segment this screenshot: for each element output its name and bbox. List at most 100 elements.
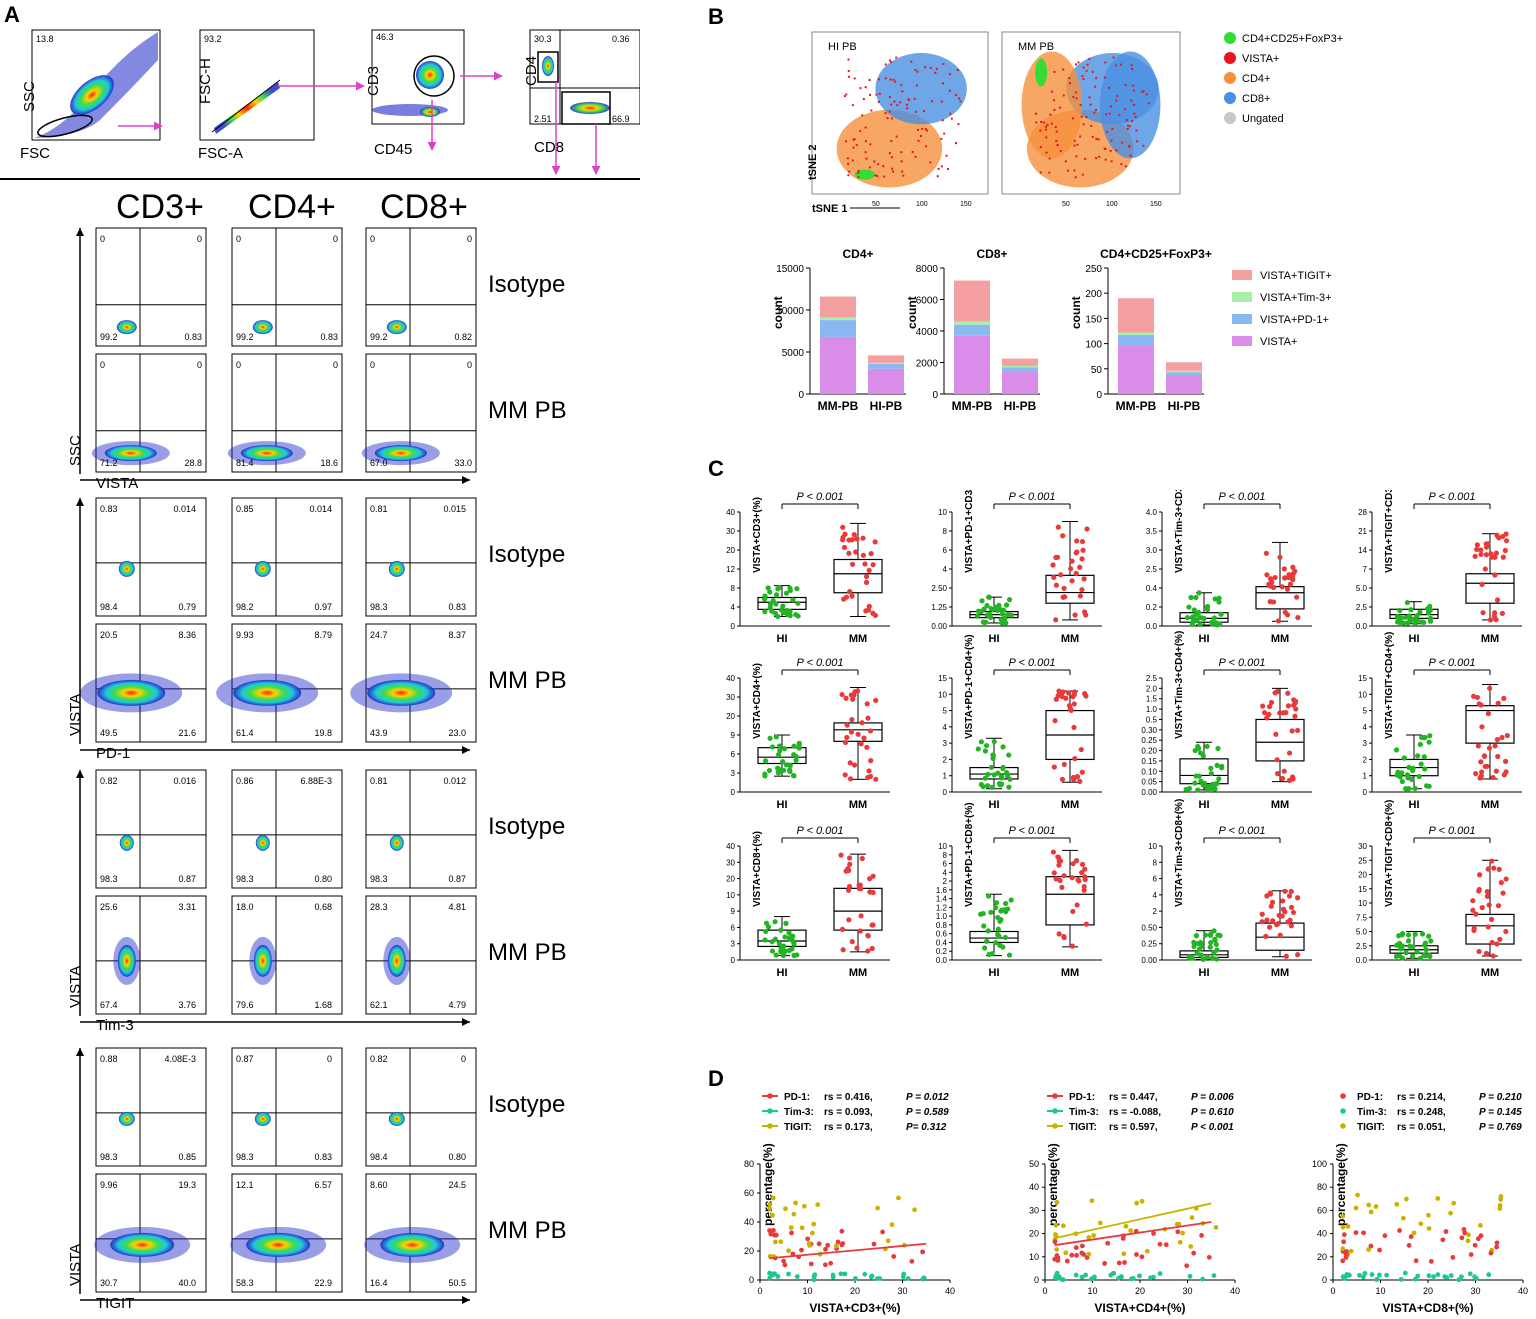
tick-label: 4 — [1153, 891, 1158, 900]
quadrant-value-tl: 0.85 — [236, 504, 254, 514]
tick-label: 0 — [731, 956, 736, 965]
legend-swatch — [1224, 112, 1236, 124]
legend-rs: rs = 0.173, — [824, 1122, 873, 1133]
vista-point — [948, 89, 951, 92]
data-point — [1279, 584, 1285, 590]
vista-point — [1080, 115, 1083, 118]
tick-label: 0.00 — [931, 622, 947, 631]
data-point — [1478, 702, 1484, 708]
data-point — [851, 762, 858, 768]
data-point — [866, 768, 872, 774]
data-point — [790, 597, 796, 603]
tick-label: 2000 — [916, 359, 939, 370]
vista-point — [1131, 67, 1134, 70]
data-point — [775, 613, 781, 620]
vista-point — [920, 134, 923, 137]
data-point — [765, 924, 772, 930]
data-point — [1079, 538, 1086, 545]
flow-plot-frame — [95, 227, 207, 347]
tick-label: 0.2 — [936, 947, 948, 956]
data-point — [1190, 614, 1196, 620]
legend-name: Tim-3: — [1357, 1107, 1387, 1118]
data-point — [1050, 562, 1056, 568]
data-point — [770, 1195, 776, 1201]
data-point — [1211, 1273, 1217, 1278]
category-label: HI-PB — [1004, 399, 1037, 413]
quadrant-value-bl: 99.2 — [236, 332, 254, 342]
data-point — [1398, 1276, 1404, 1282]
data-point — [1084, 526, 1090, 532]
data-point — [1431, 1274, 1437, 1280]
data-point — [1485, 866, 1491, 872]
data-point — [1494, 1240, 1500, 1246]
data-point — [1406, 614, 1412, 620]
vista-point — [1123, 108, 1126, 111]
data-point — [1486, 902, 1492, 908]
data-point — [780, 603, 786, 609]
data-point — [1116, 1260, 1122, 1266]
quadrant-value-br: 0.80 — [448, 1152, 466, 1162]
data-point — [1492, 743, 1498, 749]
vista-point — [914, 155, 917, 158]
density-core — [380, 1232, 445, 1257]
data-point — [773, 1232, 779, 1238]
data-point — [1073, 570, 1079, 577]
vista-point — [1120, 163, 1123, 166]
data-point — [985, 783, 991, 789]
data-point — [1480, 610, 1486, 616]
tick-label: 1.25 — [931, 603, 947, 612]
data-point — [1074, 538, 1080, 544]
flow-plot-frame — [231, 497, 343, 617]
vista-point — [884, 112, 887, 115]
vista-point — [1085, 116, 1088, 119]
data-point — [1052, 1256, 1058, 1262]
data-point — [1413, 1258, 1419, 1264]
quadrant-value-br: 28.8 — [184, 458, 202, 468]
vista-point — [890, 61, 893, 64]
vista-point — [917, 139, 920, 142]
vista-point — [1039, 146, 1042, 149]
tick-label: 15 — [1358, 885, 1367, 894]
tick-label: 20 — [726, 546, 735, 555]
vista-point — [1091, 135, 1094, 138]
vista-point — [1073, 169, 1076, 172]
quadrant-value-tl: 0.83 — [100, 504, 118, 514]
vista-point — [1116, 95, 1119, 98]
data-point — [1462, 1230, 1468, 1236]
data-point — [781, 746, 788, 752]
axis-x-label: VISTA+CD4+(%) — [1094, 1301, 1185, 1315]
data-point — [1295, 614, 1301, 621]
vista-point — [1062, 94, 1065, 97]
gate-value: 93.2 — [204, 34, 222, 44]
tick-label: 80 — [1317, 1182, 1327, 1192]
quadrant-value: 30.3 — [534, 34, 552, 44]
legend-swatch — [767, 1123, 773, 1129]
tick-label: 0.4 — [936, 938, 948, 947]
vista-point — [869, 143, 872, 146]
tick-label: 7 — [1363, 565, 1368, 574]
data-point — [1444, 1275, 1450, 1280]
legend-label: CD8+ — [1242, 93, 1270, 105]
legend-swatch — [1232, 336, 1252, 346]
data-point — [1448, 1273, 1454, 1278]
data-point — [1006, 597, 1013, 603]
data-point — [1054, 1199, 1060, 1205]
vista-point — [1088, 57, 1091, 60]
data-point — [1360, 1274, 1366, 1280]
data-point — [849, 561, 856, 567]
vista-point — [847, 70, 850, 73]
data-point — [984, 938, 990, 944]
data-point — [874, 1276, 880, 1281]
flow-plot-frame — [365, 497, 477, 617]
axis-arrowhead — [462, 1296, 470, 1304]
data-point — [1421, 942, 1428, 948]
axis-y-label: VISTA+TIGIT+CD8+(%) — [1384, 800, 1395, 907]
data-point — [775, 765, 781, 771]
data-point — [1079, 587, 1085, 593]
group-label: MM — [1481, 967, 1499, 979]
data-point — [1270, 584, 1277, 590]
vista-point — [1094, 109, 1097, 111]
tick-label: 10 — [1148, 842, 1157, 851]
data-point — [1374, 1277, 1380, 1282]
data-point — [1208, 770, 1214, 777]
